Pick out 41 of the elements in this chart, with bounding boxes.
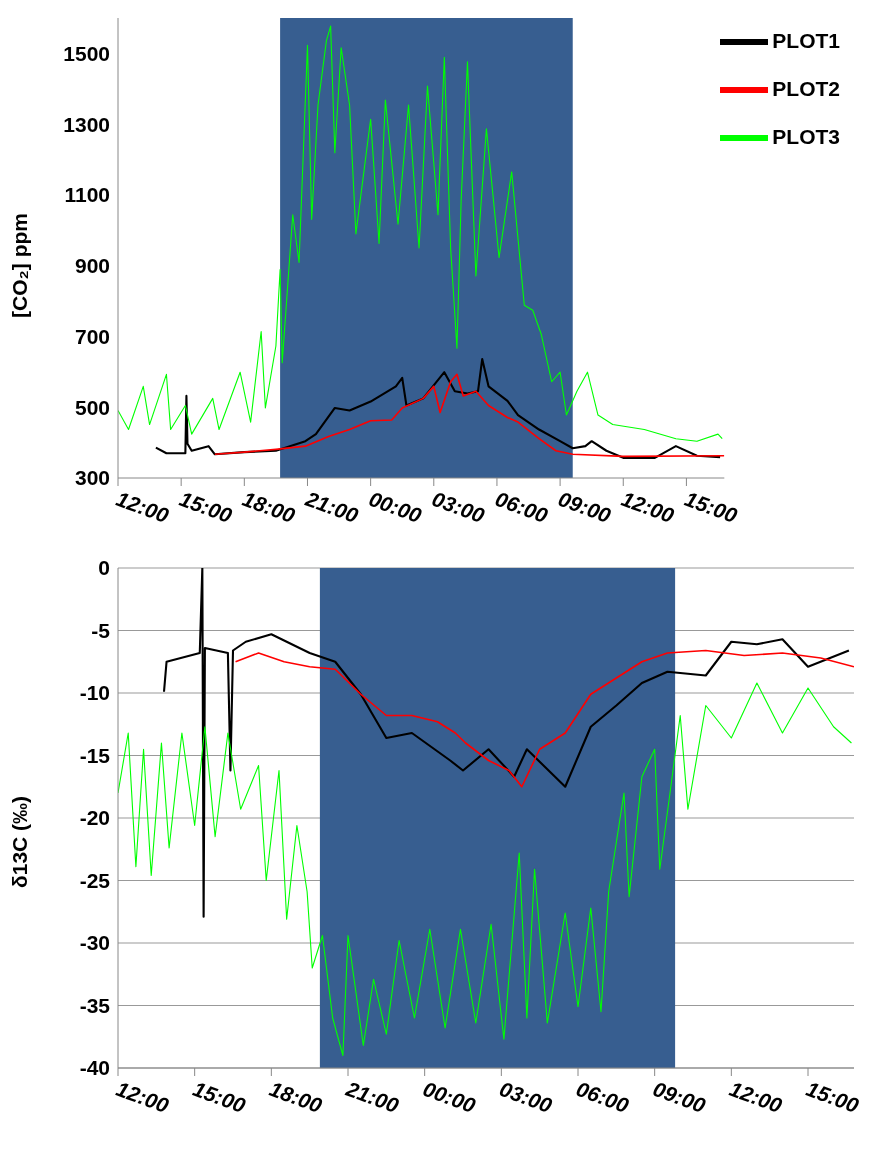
x-tick-label: 15:00 — [803, 1076, 863, 1118]
x-tick-label: 06:00 — [573, 1076, 633, 1118]
x-tick-label: 21:00 — [301, 486, 362, 528]
y-tick-label: 300 — [74, 466, 110, 490]
y-axis-title: δ13C (‰) — [8, 795, 32, 888]
x-tick-label: 03:00 — [496, 1076, 556, 1118]
x-tick-label: 09:00 — [555, 486, 615, 528]
x-tick-label: 15:00 — [681, 486, 741, 528]
y-tick-label: 1100 — [64, 183, 110, 207]
x-tick-label: 21:00 — [342, 1076, 403, 1118]
y-tick-label: 1300 — [63, 112, 110, 136]
x-tick-label: 03:00 — [429, 486, 488, 528]
legend-label: PLOT3 — [772, 124, 840, 148]
y-tick-label: -5 — [91, 618, 111, 642]
x-tick-label: 09:00 — [650, 1076, 709, 1118]
y-tick-label: -10 — [79, 681, 110, 705]
y-tick-label: -20 — [79, 806, 110, 830]
legend-label: PLOT2 — [772, 76, 840, 100]
x-tick-label: 00:00 — [366, 486, 425, 528]
y-tick-label: 1500 — [63, 41, 110, 65]
x-tick-label: 00:00 — [420, 1076, 479, 1118]
x-tick-label: 15:00 — [190, 1076, 249, 1118]
x-tick-label: 06:00 — [492, 486, 551, 528]
y-tick-label: 700 — [74, 324, 110, 348]
y-tick-label: 0 — [98, 556, 110, 580]
y-tick-label: -40 — [79, 1056, 110, 1080]
x-tick-label: 15:00 — [176, 486, 236, 528]
y-tick-label: 900 — [74, 254, 110, 278]
x-tick-label: 18:00 — [266, 1076, 326, 1118]
x-tick-label: 12:00 — [113, 1076, 173, 1118]
x-tick-label: 12:00 — [618, 486, 678, 528]
y-tick-label: -30 — [79, 931, 110, 955]
x-tick-label: 12:00 — [113, 486, 173, 528]
y-tick-label: -35 — [79, 993, 111, 1017]
x-tick-label: 12:00 — [726, 1076, 786, 1118]
y-tick-label: -25 — [79, 868, 111, 892]
y-tick-label: -15 — [79, 743, 111, 767]
x-tick-label: 18:00 — [239, 486, 299, 528]
legend-label: PLOT1 — [772, 28, 840, 52]
y-axis-title: [CO₂] ppm — [8, 213, 32, 318]
y-tick-label: 500 — [74, 395, 110, 419]
